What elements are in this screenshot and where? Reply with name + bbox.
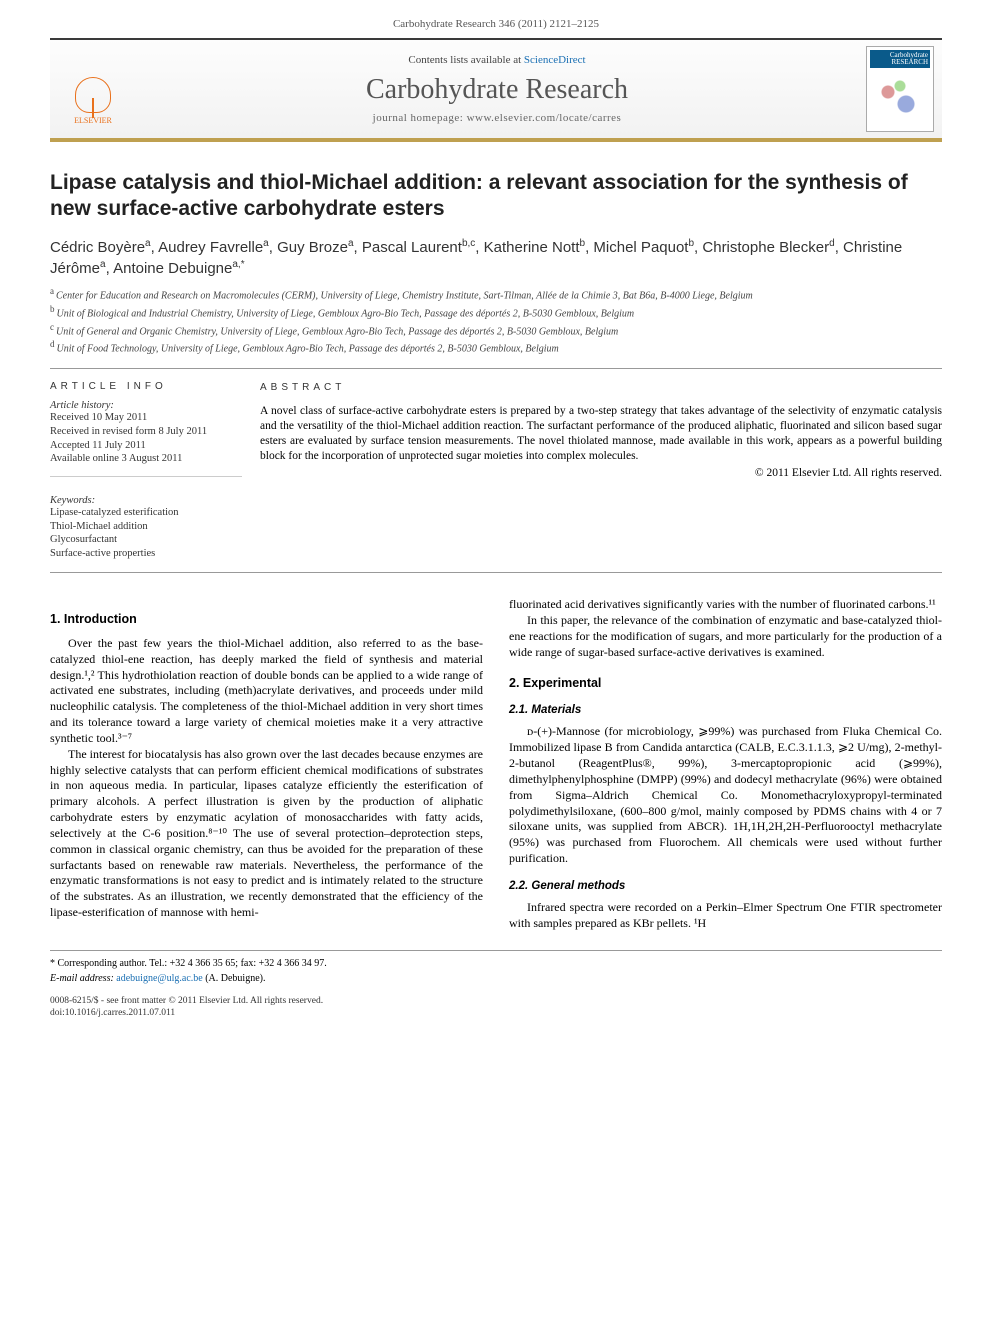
corresponding-note: * Corresponding author. Tel.: +32 4 366 … (50, 957, 942, 970)
contents-prefix: Contents lists available at (408, 54, 523, 66)
front-matter-footer: 0008-6215/$ - see front matter © 2011 El… (50, 995, 942, 1020)
author: Pascal Laurentb,c (362, 239, 475, 256)
article-info: ARTICLE INFO Article history: Received 1… (50, 381, 260, 560)
journal-masthead: ELSEVIER Contents lists available at Sci… (50, 38, 942, 142)
subsection-heading: 2.2. General methods (509, 879, 942, 894)
cover-label: Carbohydrate RESEARCH (870, 50, 930, 68)
author: Guy Brozea (277, 239, 353, 256)
history-line: Received in revised form 8 July 2011 (50, 425, 242, 439)
journal-name: Carbohydrate Research (128, 74, 866, 106)
keyword: Surface-active properties (50, 547, 242, 561)
divider (50, 572, 942, 573)
front-matter-line: 0008-6215/$ - see front matter © 2011 El… (50, 995, 942, 1007)
keywords-block: Keywords: Lipase-catalyzed esterificatio… (50, 495, 242, 561)
affiliation: cUnit of General and Organic Chemistry, … (50, 321, 942, 339)
cover-art-icon (870, 68, 930, 128)
abstract: ABSTRACT A novel class of surface-active… (260, 381, 942, 560)
abstract-text: A novel class of surface-active carbohyd… (260, 404, 942, 464)
journal-homepage: journal homepage: www.elsevier.com/locat… (128, 112, 866, 124)
running-head: Carbohydrate Research 346 (2011) 2121–21… (0, 0, 992, 38)
corresponding-email-line: E-mail address: adebuigne@ulg.ac.be (A. … (50, 972, 942, 985)
article-body: 1. Introduction Over the past few years … (50, 597, 942, 931)
title-block: Lipase catalysis and thiol-Michael addit… (50, 170, 942, 223)
journal-cover-thumbnail: Carbohydrate RESEARCH (866, 46, 934, 132)
homepage-prefix: journal homepage: (373, 112, 467, 124)
history-line: Available online 3 August 2011 (50, 452, 242, 466)
affiliation: aCenter for Education and Research on Ma… (50, 285, 942, 303)
author: Christophe Bleckerd (702, 239, 834, 256)
corresponding-footnote: * Corresponding author. Tel.: +32 4 366 … (50, 950, 942, 985)
keyword: Glycosurfactant (50, 533, 242, 547)
paragraph: In this paper, the relevance of the comb… (509, 613, 942, 660)
email-label: E-mail address: (50, 973, 116, 984)
elsevier-tree-icon (75, 77, 111, 113)
paragraph: Over the past few years the thiol-Michae… (50, 636, 483, 747)
divider (50, 476, 242, 477)
section-heading: 2. Experimental (509, 675, 942, 692)
affiliation: bUnit of Biological and Industrial Chemi… (50, 303, 942, 321)
abstract-heading: ABSTRACT (260, 381, 942, 394)
keyword: Thiol-Michael addition (50, 520, 242, 534)
homepage-url: www.elsevier.com/locate/carres (467, 112, 622, 124)
subsection-heading: 2.1. Materials (509, 703, 942, 718)
email-person: (A. Debuigne). (205, 973, 265, 984)
article-info-heading: ARTICLE INFO (50, 381, 242, 392)
history-line: Received 10 May 2011 (50, 411, 242, 425)
author: Audrey Favrellea (158, 239, 269, 256)
section-heading: 1. Introduction (50, 611, 483, 628)
publisher-logo: ELSEVIER (58, 53, 128, 125)
contents-line: Contents lists available at ScienceDirec… (128, 54, 866, 66)
masthead-center: Contents lists available at ScienceDirec… (128, 48, 866, 130)
author: Katherine Nottb (484, 239, 585, 256)
history-line: Accepted 11 July 2011 (50, 439, 242, 453)
keywords-head: Keywords: (50, 495, 242, 506)
author: Cédric Boyèrea (50, 239, 151, 256)
author-list: Cédric Boyèrea, Audrey Favrellea, Guy Br… (50, 237, 942, 280)
corresponding-email-link[interactable]: adebuigne@ulg.ac.be (116, 973, 202, 984)
paragraph: Infrared spectra were recorded on a Perk… (509, 900, 942, 932)
paragraph: ᴅ-(+)-Mannose (for microbiology, ⩾99%) w… (509, 724, 942, 866)
paragraph: The interest for biocatalysis has also g… (50, 747, 483, 921)
keyword: Lipase-catalyzed esterification (50, 506, 242, 520)
author-corresponding: Antoine Debuignea,* (113, 260, 245, 277)
abstract-copyright: © 2011 Elsevier Ltd. All rights reserved… (260, 466, 942, 481)
article-history-head: Article history: (50, 400, 242, 411)
affiliation-list: aCenter for Education and Research on Ma… (50, 285, 942, 356)
affiliation: dUnit of Food Technology, University of … (50, 338, 942, 356)
paragraph: fluorinated acid derivatives significant… (509, 597, 942, 613)
sciencedirect-link[interactable]: ScienceDirect (524, 54, 586, 66)
doi-line: doi:10.1016/j.carres.2011.07.011 (50, 1007, 942, 1019)
author: Michel Paquotb (593, 239, 694, 256)
info-abstract-row: ARTICLE INFO Article history: Received 1… (50, 369, 942, 560)
article-title: Lipase catalysis and thiol-Michael addit… (50, 170, 942, 223)
running-head-text: Carbohydrate Research 346 (2011) 2121–21… (393, 18, 599, 30)
